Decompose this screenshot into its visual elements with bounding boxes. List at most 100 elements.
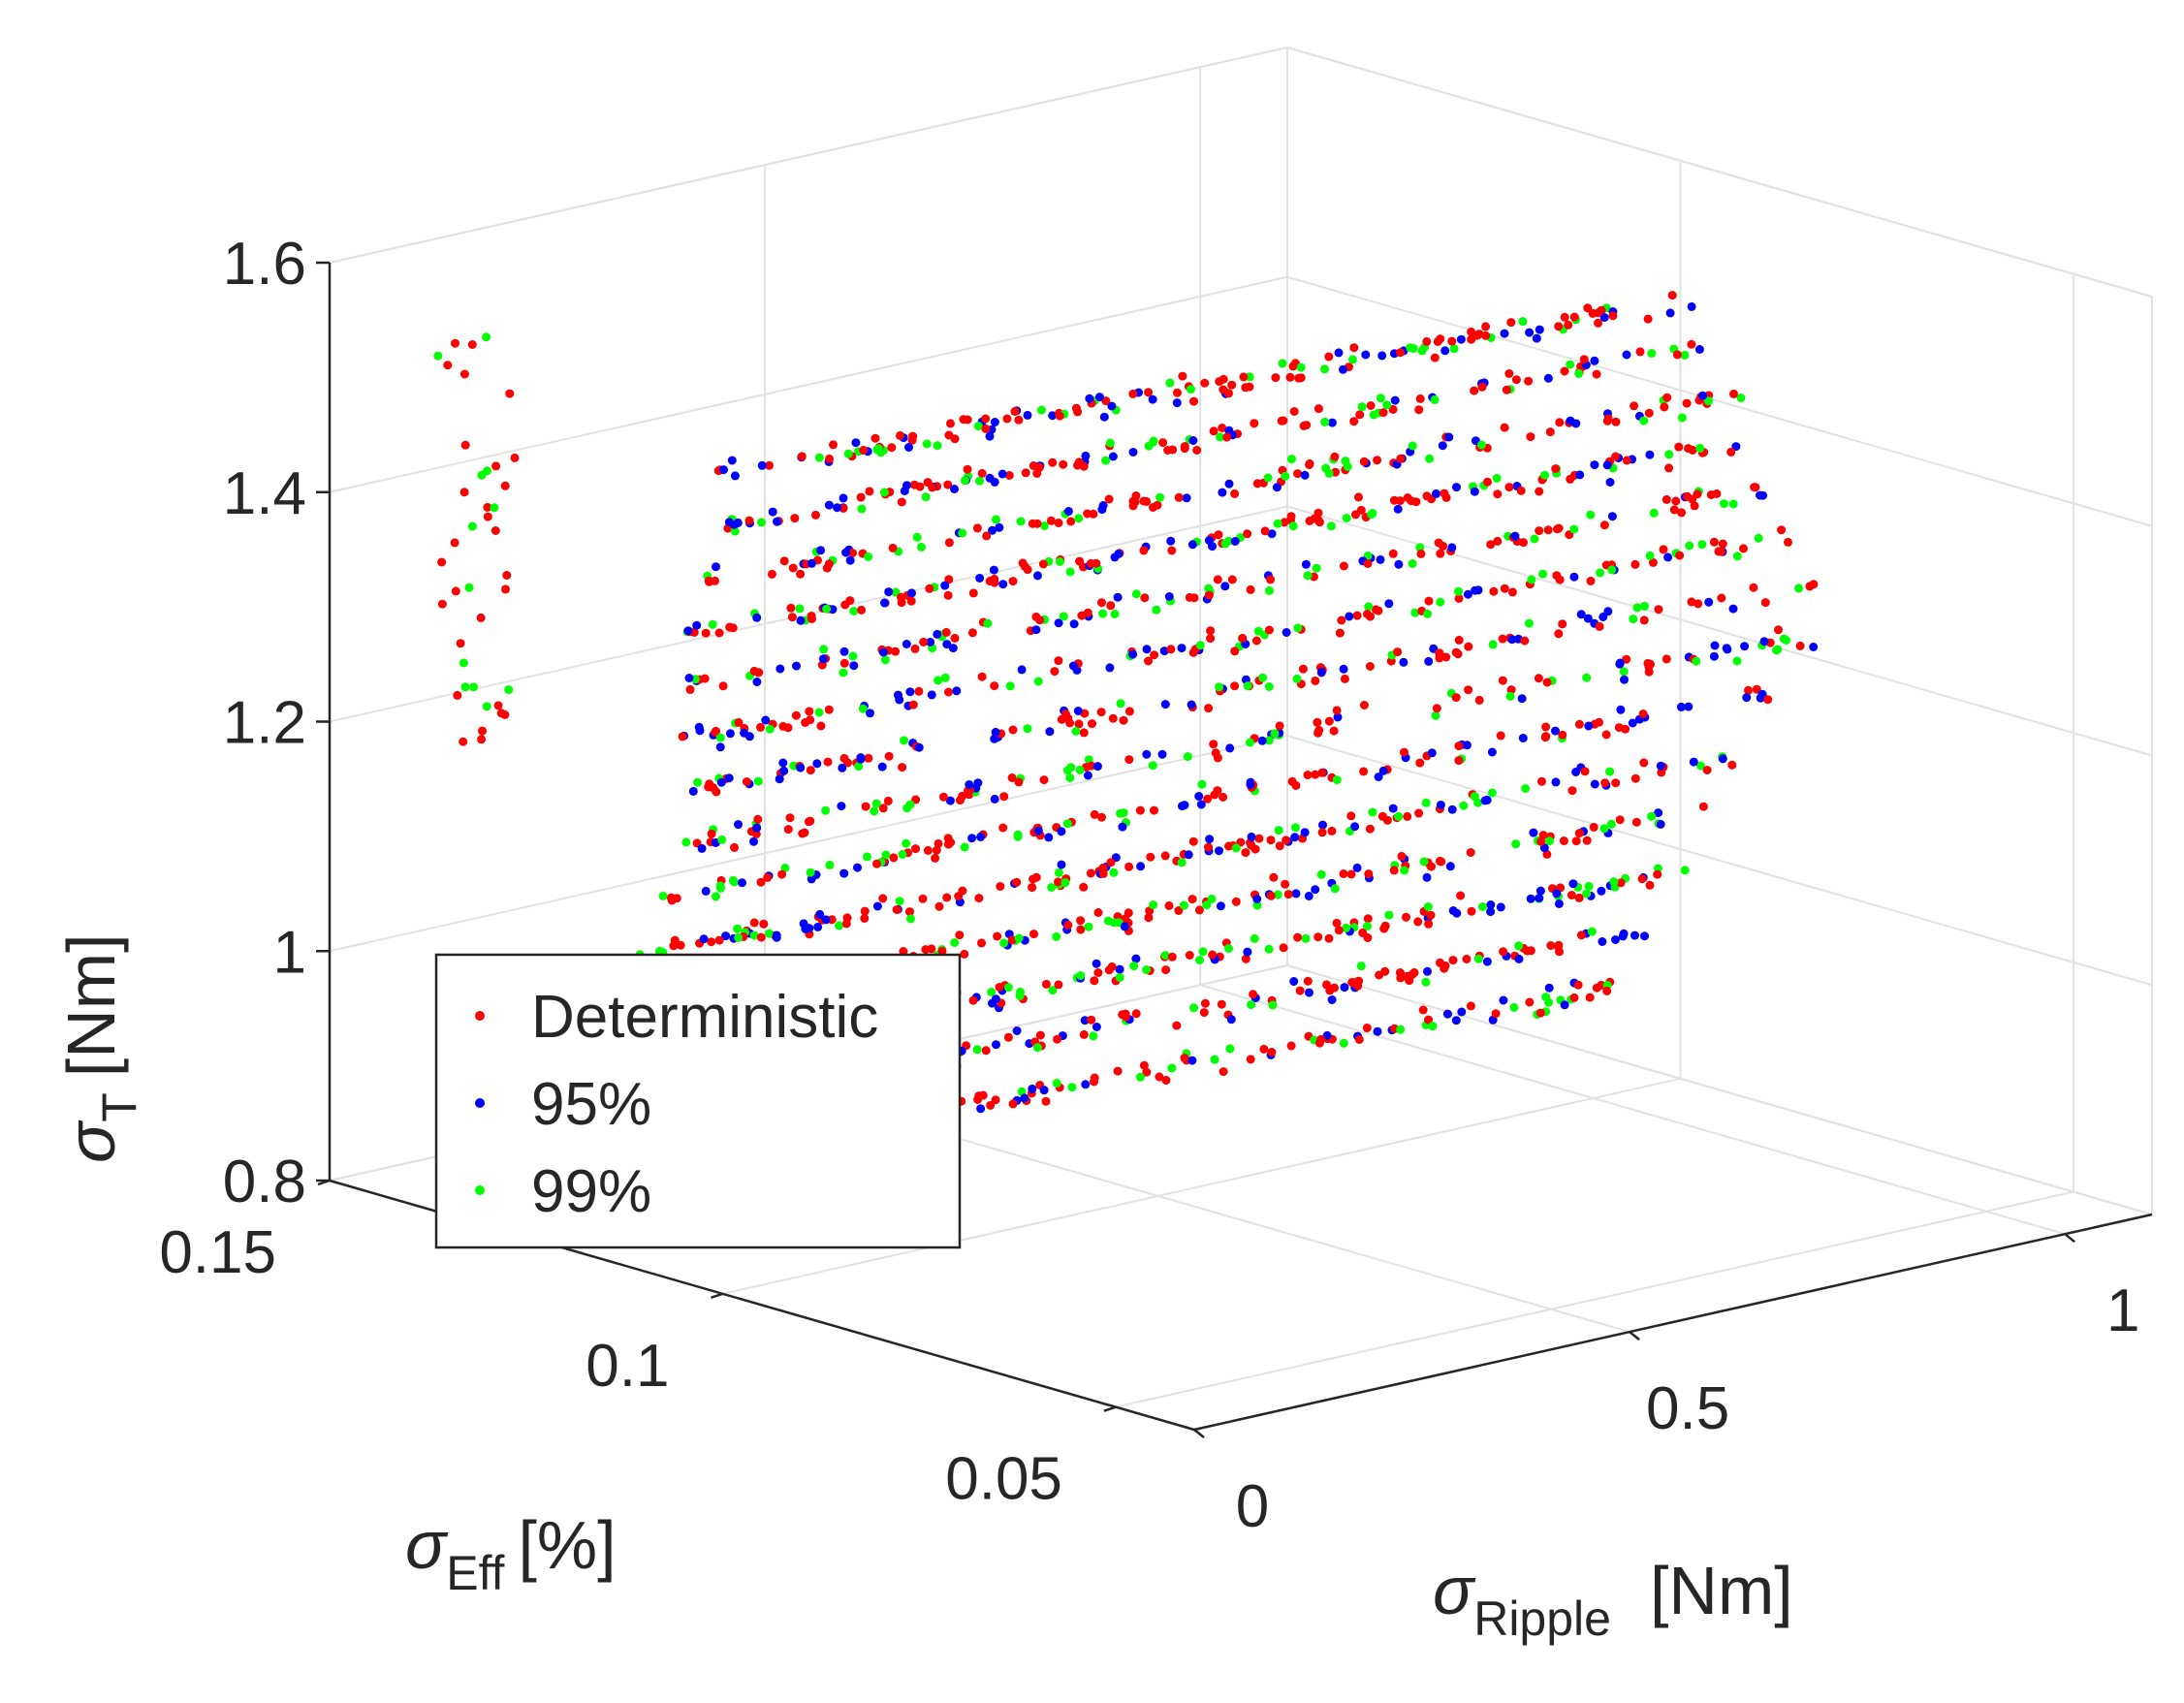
data-point-99 [1076, 971, 1086, 980]
data-point-deterministic [1595, 621, 1604, 631]
data-point-deterministic [1178, 371, 1187, 381]
data-point-deterministic [1334, 926, 1344, 935]
data-point-deterministic [1167, 952, 1177, 962]
data-point-deterministic [1204, 842, 1213, 852]
data-point-deterministic [1194, 905, 1204, 915]
data-point-deterministic [960, 949, 969, 959]
data-point-95 [688, 786, 698, 796]
data-point-95 [772, 932, 781, 942]
data-point-95 [1482, 795, 1492, 804]
data-point-95 [1500, 329, 1509, 338]
data-point-95 [1340, 983, 1349, 993]
data-point-deterministic [742, 777, 751, 786]
data-point-deterministic [1363, 559, 1373, 568]
data-point-99 [1054, 867, 1063, 877]
data-point-deterministic [1298, 664, 1308, 674]
data-point-95 [1257, 736, 1267, 745]
data-point-95 [1252, 895, 1262, 903]
data-point-deterministic [459, 369, 469, 379]
data-point-95 [1551, 726, 1560, 736]
data-point-99 [469, 682, 479, 692]
data-point-deterministic [1124, 707, 1134, 716]
data-point-95 [1486, 907, 1496, 917]
data-point-deterministic [1076, 925, 1086, 934]
x-tick-mark [1193, 1429, 1205, 1438]
data-point-99 [1339, 1038, 1348, 1048]
data-point-deterministic [1209, 426, 1219, 436]
data-point-99 [1293, 623, 1303, 633]
data-point-deterministic [1669, 505, 1679, 515]
data-point-95 [839, 647, 849, 656]
data-point-deterministic [1380, 966, 1390, 976]
data-point-99 [864, 552, 873, 561]
data-point-deterministic [1526, 432, 1535, 442]
data-point-deterministic [1269, 872, 1279, 882]
data-point-deterministic [1744, 685, 1753, 695]
data-point-95 [1560, 1000, 1569, 1010]
data-point-95 [796, 615, 806, 625]
data-point-deterministic [1377, 811, 1387, 821]
data-point-95 [1575, 470, 1585, 480]
z-grid-line [1286, 964, 2153, 1215]
data-point-95 [1045, 727, 1055, 737]
data-point-99 [1511, 839, 1521, 849]
data-point-99 [1538, 569, 1548, 579]
data-point-deterministic [678, 732, 687, 741]
data-point-99 [1198, 947, 1208, 957]
data-point-95 [1196, 800, 1206, 809]
data-point-deterministic [1498, 676, 1507, 685]
data-point-99 [814, 708, 824, 717]
data-point-deterministic [1158, 438, 1168, 448]
data-point-deterministic [921, 945, 931, 955]
y-tick-label: 0.1 [586, 1333, 669, 1400]
data-point-deterministic [1028, 883, 1037, 893]
data-point-deterministic [1164, 901, 1174, 910]
data-point-99 [1586, 510, 1596, 520]
data-point-99 [880, 655, 890, 665]
data-point-deterministic [944, 687, 953, 697]
data-point-99 [898, 850, 907, 859]
data-point-99 [1144, 441, 1154, 451]
data-point-deterministic [974, 894, 984, 903]
data-point-deterministic [753, 668, 763, 678]
x-tick-mark [1629, 1331, 1640, 1341]
data-point-99 [1165, 378, 1175, 388]
data-point-99 [1116, 699, 1125, 709]
data-point-99 [1677, 413, 1687, 423]
data-point-deterministic [1097, 812, 1106, 822]
data-point-99 [1754, 533, 1763, 543]
data-point-99 [1039, 521, 1049, 530]
data-point-deterministic [1354, 1035, 1364, 1044]
data-point-deterministic [857, 605, 867, 615]
data-point-deterministic [1551, 464, 1561, 474]
data-point-95 [1388, 804, 1398, 813]
data-point-deterministic [944, 538, 954, 548]
data-point-95 [837, 802, 846, 811]
data-point-99 [1177, 858, 1187, 867]
data-point-99 [1449, 344, 1459, 354]
data-point-deterministic [990, 681, 999, 691]
data-point-deterministic [848, 549, 857, 557]
data-point-95 [845, 555, 855, 565]
data-point-deterministic [711, 728, 720, 737]
data-point-95 [1602, 460, 1612, 470]
data-point-99 [1155, 492, 1165, 502]
data-point-99 [1296, 363, 1306, 372]
data-point-deterministic [1660, 402, 1669, 412]
data-point-99 [1202, 900, 1212, 910]
data-point-deterministic [704, 576, 713, 585]
data-point-95 [1300, 828, 1310, 837]
data-point-deterministic [669, 941, 679, 951]
data-point-deterministic [1146, 852, 1155, 862]
data-point-95 [716, 777, 726, 787]
data-point-deterministic [1355, 410, 1365, 420]
data-point-95 [1456, 334, 1466, 344]
data-point-95 [1722, 644, 1731, 653]
data-point-95 [1473, 585, 1483, 595]
data-point-95 [773, 517, 781, 526]
data-point-deterministic [1687, 597, 1696, 607]
data-point-99 [1303, 571, 1313, 581]
data-point-deterministic [1424, 1015, 1433, 1025]
data-point-deterministic [1303, 771, 1313, 779]
data-point-99 [1574, 368, 1584, 378]
